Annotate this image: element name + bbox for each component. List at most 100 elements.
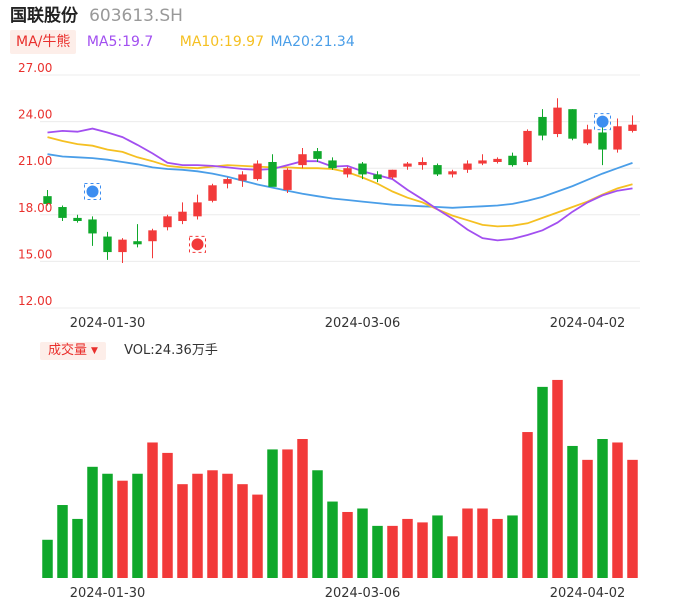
candle-body (43, 196, 52, 204)
volume-bar (417, 522, 428, 578)
candle-body (403, 163, 412, 167)
candle-body (388, 169, 397, 178)
candle-body (418, 161, 427, 166)
stock-code: 603613.SH (89, 6, 183, 26)
candle-body (598, 132, 607, 150)
candle-body (538, 116, 547, 136)
volume-bar (297, 438, 308, 578)
marker-frame (594, 113, 611, 131)
volume-bar (537, 386, 548, 578)
candle-body (313, 151, 322, 159)
candle-body (628, 124, 637, 131)
candle-body (328, 160, 337, 169)
volume-bar (447, 536, 458, 578)
y-tick-label: 27.00 (18, 61, 52, 75)
ma20-line (47, 153, 633, 209)
marker-dot (86, 185, 99, 198)
x-tick-label: 2024-03-06 (325, 586, 401, 601)
volume-bar (432, 515, 443, 578)
x-tick-label: 2024-01-30 (70, 586, 146, 601)
candle-body (193, 202, 202, 217)
candle-body (253, 163, 262, 180)
candlesticks (43, 98, 637, 263)
ma20-label: MA20:21.34 (270, 34, 355, 50)
volume-bar (87, 466, 98, 578)
candle-body (163, 216, 172, 228)
volume-indicator-tab[interactable]: 成交量 ▼ (40, 342, 106, 360)
marker-dot (191, 238, 204, 251)
candle-body (238, 174, 247, 181)
volume-bar (492, 518, 503, 578)
candle-body (283, 169, 292, 190)
x-tick-label: 2024-04-02 (550, 316, 626, 331)
volume-bar (72, 518, 83, 578)
volume-bar (132, 473, 143, 578)
volume-bars (42, 379, 638, 578)
volume-bar (567, 445, 578, 578)
ma5-line (47, 127, 633, 242)
volume-bar (402, 518, 413, 578)
x-tick-label: 2024-03-06 (325, 316, 401, 331)
candle-body (433, 165, 442, 175)
ma-legend: MA/牛熊 MA5:19.7 MA10:19.97 MA20:21.34 (10, 30, 355, 54)
ma-indicator-tab[interactable]: MA/牛熊 (10, 30, 77, 54)
volume-bar (582, 459, 593, 578)
axis-labels: 27.00 24.00 21.00 18.00 15.00 12.00 2024-01-30… (18, 61, 625, 601)
marker-frame (189, 235, 206, 253)
volume-bar (327, 501, 338, 578)
volume-bar (387, 525, 398, 578)
volume-bar (162, 452, 173, 578)
candle-body (343, 168, 352, 175)
candle-body (58, 207, 67, 218)
y-tick-label: 15.00 (18, 247, 52, 261)
candle-body (508, 155, 517, 166)
volume-bar (252, 494, 263, 578)
y-tick-label: 12.00 (18, 294, 52, 308)
x-tick-label: 2024-01-30 (70, 316, 146, 331)
x-tick-label: 2024-04-02 (550, 586, 626, 601)
volume-bar (207, 470, 218, 578)
bull-signal-icon (189, 235, 206, 253)
stock-header: 国联股份 603613.SH (10, 4, 183, 28)
volume-bar (477, 508, 488, 578)
dropdown-caret-icon: ▼ (91, 346, 98, 356)
candle-body (298, 154, 307, 166)
volume-bar (237, 484, 248, 578)
volume-bar (612, 442, 623, 578)
price-gridlines (40, 74, 640, 309)
volume-bar (507, 515, 518, 578)
y-tick-label: 24.00 (18, 108, 52, 122)
candle-body (118, 239, 127, 253)
candle-body (568, 109, 577, 139)
candle-body (523, 130, 532, 162)
volume-bar (462, 508, 473, 578)
volume-bar (102, 473, 113, 578)
volume-bar (267, 449, 278, 578)
ma10-line (47, 136, 633, 228)
moving-average-lines (47, 127, 633, 242)
candle-body (493, 158, 502, 162)
volume-bar (342, 511, 353, 578)
volume-bar (147, 442, 158, 578)
marker-frame (84, 183, 101, 200)
signal-markers (84, 113, 611, 253)
volume-bar (42, 539, 53, 578)
volume-bar (312, 470, 323, 578)
candle-body (553, 107, 562, 135)
candle-body (133, 241, 142, 245)
candle-body (478, 160, 487, 164)
volume-bar (117, 480, 128, 578)
y-tick-label: 21.00 (18, 154, 52, 168)
volume-bar (357, 508, 368, 578)
candle-body (178, 211, 187, 222)
volume-bar (177, 484, 188, 578)
candle-body (373, 174, 382, 180)
volume-bar (192, 473, 203, 578)
volume-bar (57, 505, 68, 578)
volume-bar (372, 525, 383, 578)
volume-bar (222, 473, 233, 578)
y-tick-label: 18.00 (18, 201, 52, 215)
ma5-label: MA5:19.7 (86, 34, 154, 50)
volume-value: VOL:24.36万手 (124, 343, 218, 358)
